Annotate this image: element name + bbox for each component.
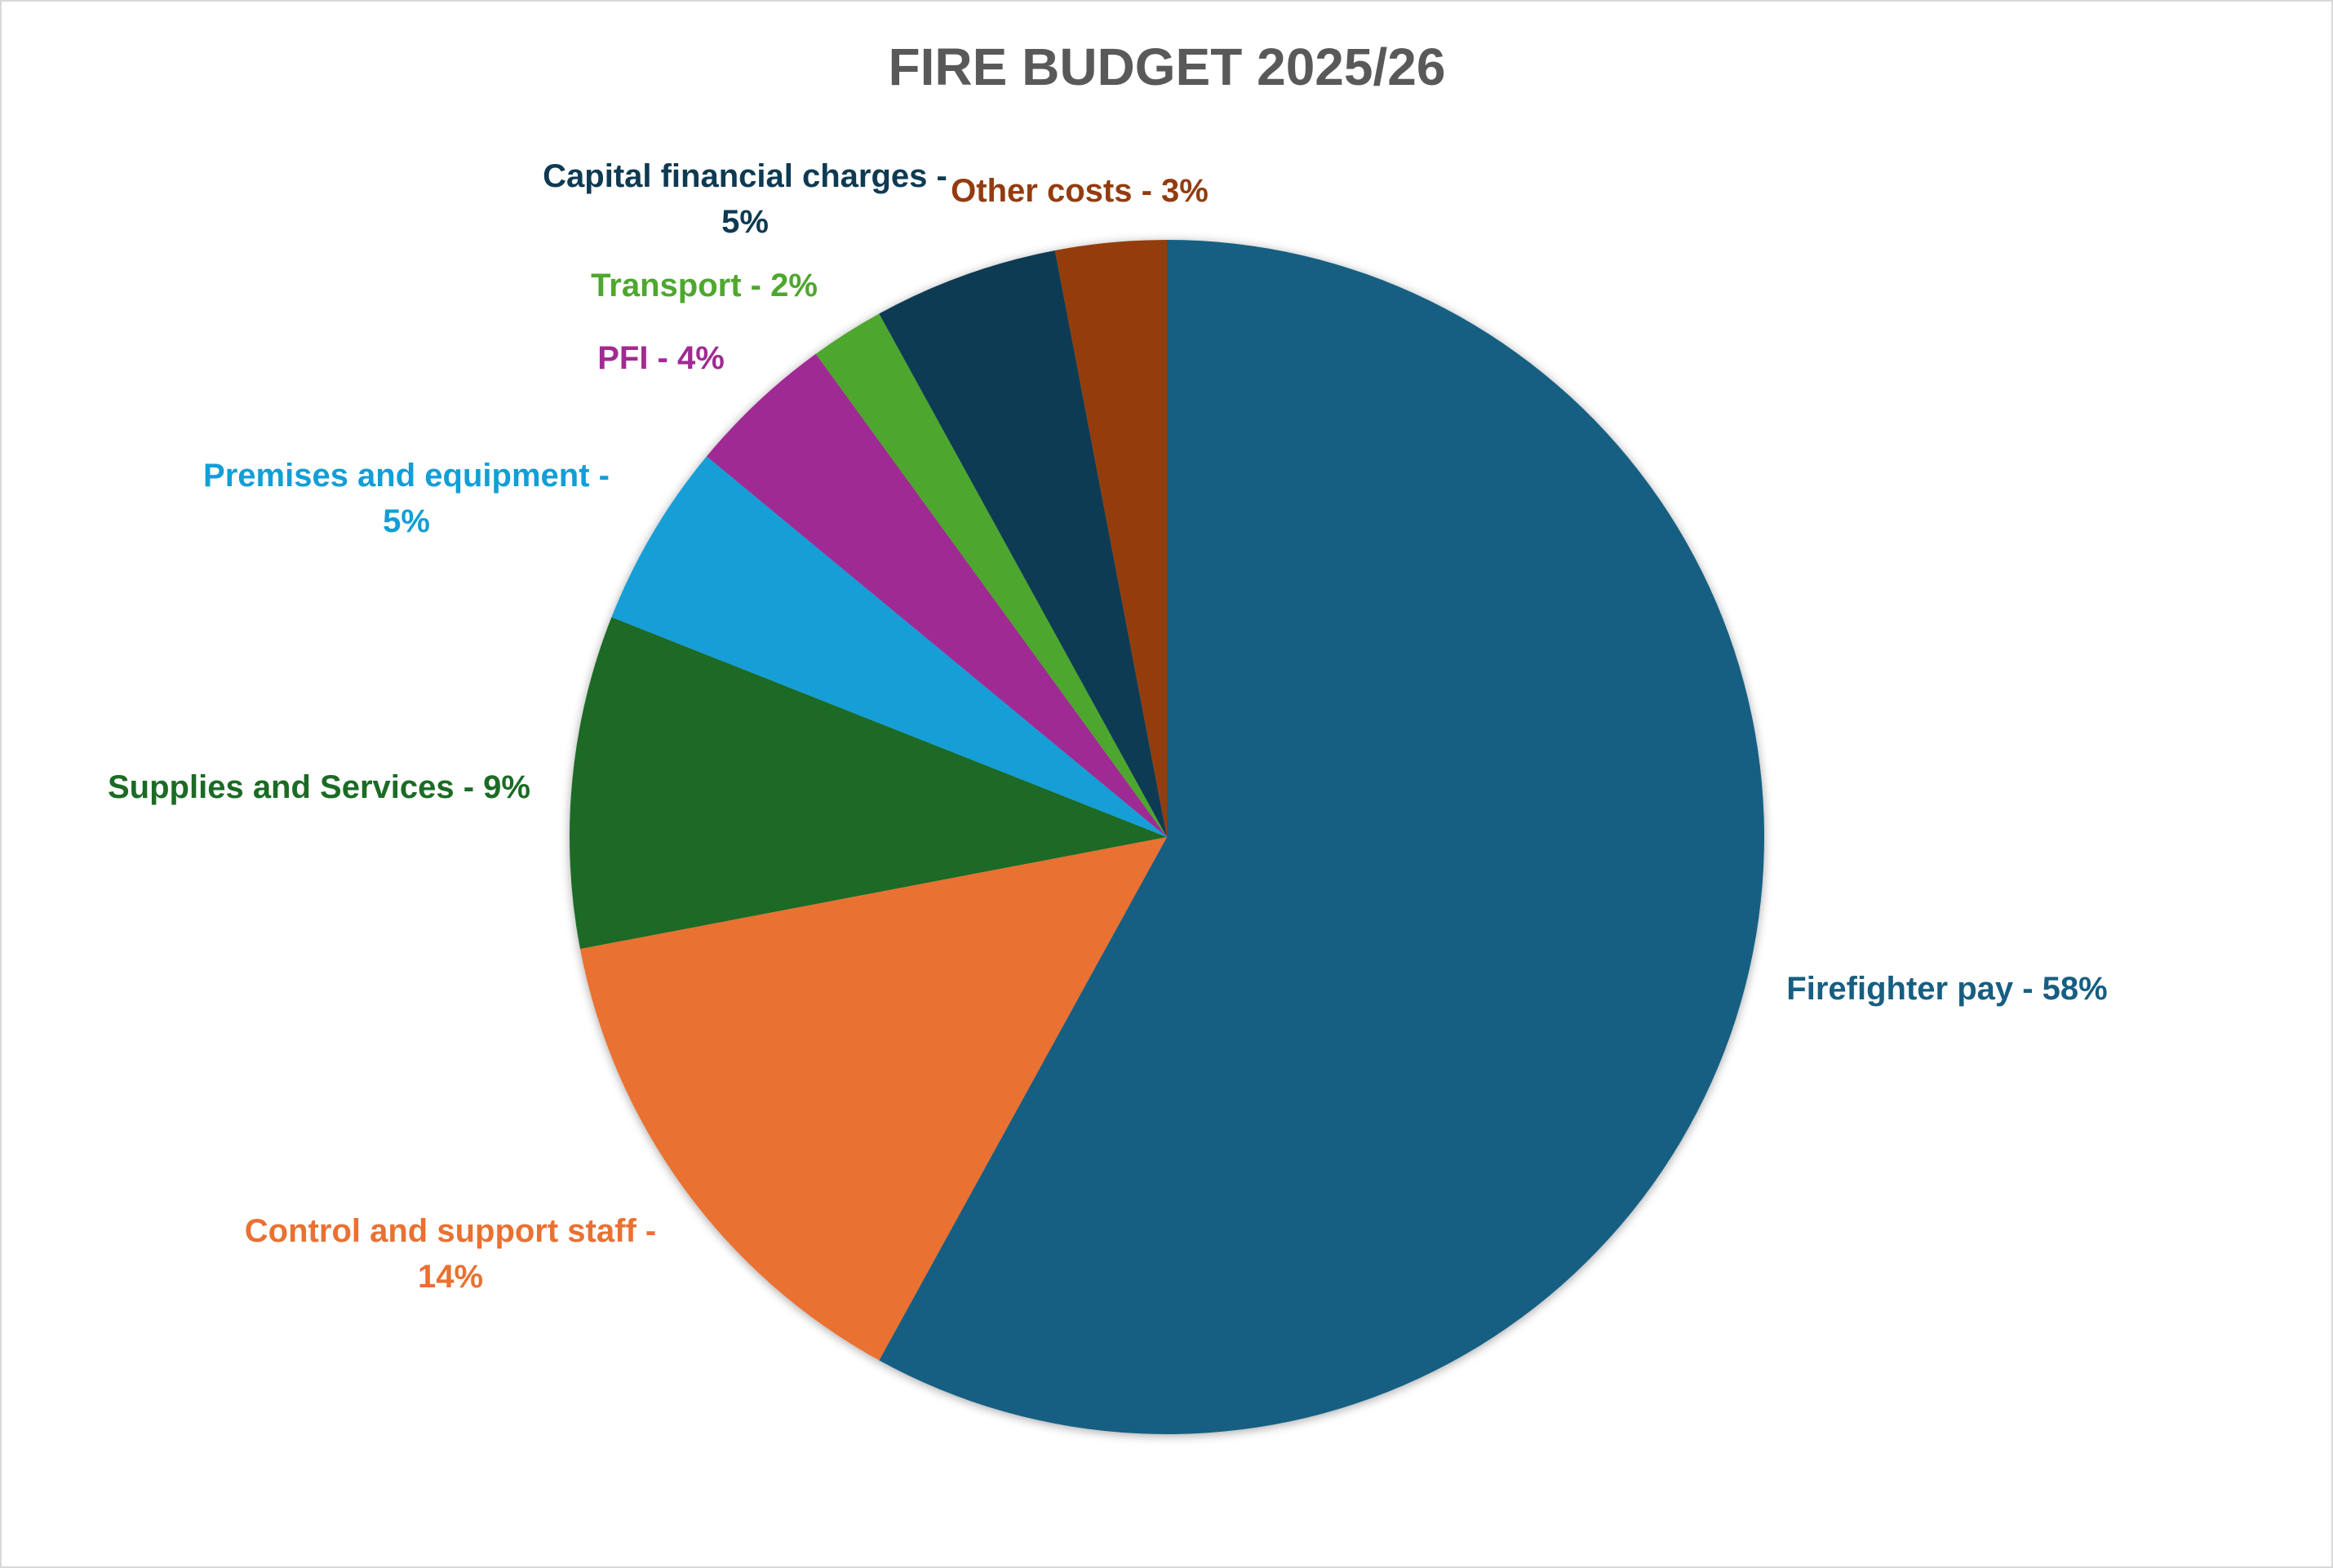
data-label-supplies-and-services: Supplies and Services - 9% (108, 769, 530, 805)
pie-slice-premises-and-equipment (611, 456, 1167, 837)
pie-slice-firefighter-pay (879, 240, 1764, 1434)
data-label-control-and-support-staff: Control and support staff - 14% (245, 1213, 656, 1295)
data-label-other-costs: Other costs - 3% (951, 173, 1209, 209)
data-label-line: Supplies and Services - 9% (108, 769, 530, 805)
pie-slice-other-costs (1054, 240, 1167, 837)
chart-title: FIRE BUDGET 2025/26 (889, 38, 1446, 96)
data-label-capital-financial-charges: Capital financial charges - 5% (543, 158, 947, 240)
data-label-line: Premises and equipment - (203, 458, 610, 494)
data-label-line: Transport - 2% (591, 268, 818, 303)
data-label-line: 5% (383, 503, 430, 539)
pie-slice-supplies-and-services (570, 617, 1167, 950)
data-label-transport: Transport - 2% (591, 268, 818, 303)
data-label-firefighter-pay: Firefighter pay - 58% (1786, 971, 2107, 1007)
data-label-line: Control and support staff - (245, 1213, 656, 1249)
pie-slice-transport (815, 313, 1167, 837)
pie-slice-control-and-support-staff (579, 837, 1167, 1361)
pie-slices (570, 240, 1764, 1434)
data-label-line: 5% (721, 204, 769, 240)
data-label-line: Firefighter pay - 58% (1786, 971, 2107, 1007)
data-label-line: PFI - 4% (597, 340, 725, 376)
pie-slice-capital-financial-charges (879, 250, 1167, 838)
data-label-pfi: PFI - 4% (597, 340, 725, 376)
data-label-line: Capital financial charges - (543, 158, 947, 194)
data-label-line: 14% (418, 1259, 483, 1295)
slice-labels: Firefighter pay - 58% Control and support… (108, 158, 2108, 1295)
pie-slice-pfi (706, 353, 1167, 837)
data-label-premises-and-equipment: Premises and equipment - 5% (203, 458, 610, 539)
data-label-line: Other costs - 3% (951, 173, 1209, 209)
